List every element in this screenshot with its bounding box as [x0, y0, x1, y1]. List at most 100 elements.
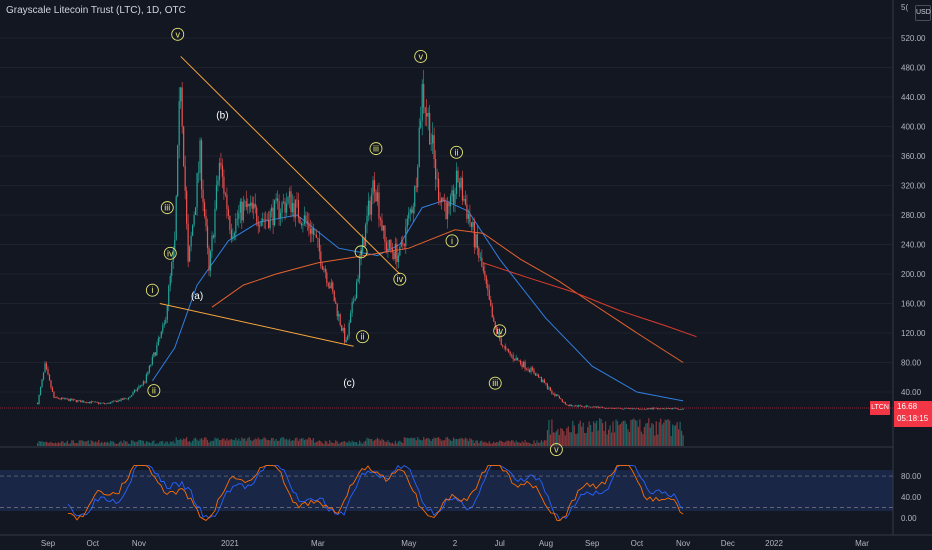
candle-body [385, 242, 388, 251]
candle-body [673, 408, 675, 409]
volume-bar [491, 443, 493, 446]
volume-bar [306, 439, 309, 446]
candle-body [478, 248, 480, 258]
candle-body [502, 345, 504, 347]
candle-body [196, 173, 198, 208]
candle-body [208, 247, 210, 271]
volume-bar [390, 443, 392, 446]
volume-bar [649, 427, 651, 446]
candle-body [139, 385, 142, 387]
price-axis[interactable]: 520.00 480.00 440.00 400.00 360.00 320.00 280.… [901, 3, 926, 397]
volume-bar [460, 437, 462, 446]
volume-bar [205, 437, 207, 446]
volume-bar [464, 437, 467, 446]
candle-body [141, 384, 143, 386]
volume-bar [248, 437, 250, 446]
corrective-wave-label: (a) [191, 291, 203, 302]
candle-body [649, 408, 651, 410]
candle-body [63, 398, 65, 399]
volume-bar [168, 443, 170, 446]
volume-bar [666, 419, 668, 446]
candle-body [102, 402, 104, 404]
volume-bar [332, 442, 334, 446]
candle-body [254, 203, 256, 208]
volume-bar [670, 435, 672, 446]
volume-bar [573, 425, 575, 446]
candle-body [436, 178, 438, 180]
volume-bar [655, 421, 657, 446]
candle-body [159, 337, 161, 339]
volume-bar [384, 441, 386, 446]
volume-bar [603, 430, 605, 446]
volume-bar [83, 441, 85, 446]
volume-bar [669, 420, 671, 446]
volume-bar [159, 441, 161, 446]
volume-bar [293, 440, 295, 446]
candle-body [449, 196, 452, 207]
volume-bar [112, 441, 115, 446]
candle-body [648, 408, 650, 410]
volume-bar [375, 439, 377, 446]
candle-body [384, 225, 386, 243]
volume-bar [548, 419, 550, 446]
volume-bar [147, 441, 149, 446]
volume-bar [502, 441, 504, 446]
volume-bar [494, 442, 496, 446]
volume-bar [452, 437, 455, 446]
volume-bar [660, 418, 662, 446]
candle-body [499, 332, 501, 339]
candle-body [670, 408, 672, 410]
corrective-wave-label: (c) [343, 378, 355, 389]
volume-bar [81, 440, 83, 446]
volume-bar [48, 442, 51, 446]
volume-bar [575, 434, 577, 446]
candle-body [432, 135, 434, 144]
volume-bar [482, 442, 484, 446]
volume-bar [154, 443, 156, 446]
volume-bar [610, 432, 613, 446]
volume-bar [663, 422, 665, 446]
moving-averages [151, 199, 697, 402]
candle-body [633, 408, 635, 410]
volume-bar [199, 439, 201, 446]
candle-body [555, 394, 557, 396]
currency-button[interactable]: USD [915, 5, 931, 21]
volume-bar [132, 440, 134, 446]
candle-body [215, 185, 218, 209]
volume-bar [521, 441, 523, 446]
candle-body [199, 140, 201, 173]
volume-bar [622, 420, 625, 446]
candle-body [390, 239, 392, 249]
time-axis[interactable]: Sep Oct Nov 2021 Mar May 2 Jul Aug Sep Oct Nov Dec 20… [41, 539, 869, 548]
volume-bar [59, 443, 61, 446]
candle-body [564, 402, 566, 405]
volume-bar [214, 437, 216, 446]
candle-body [484, 271, 486, 277]
candle-body [578, 405, 580, 407]
candle-body [600, 406, 602, 408]
volume-bar [285, 438, 288, 446]
volume-bar [549, 434, 552, 446]
volume-bar [512, 440, 514, 446]
candle-body [539, 377, 541, 378]
volume-bar [266, 439, 268, 446]
volume-bar [361, 443, 364, 446]
candle-body [144, 381, 146, 383]
candle-body [530, 367, 532, 373]
price-tick-label: 120.00 [901, 329, 926, 338]
volume-bar [397, 441, 399, 446]
volume-bar [288, 438, 291, 446]
volume-bar [212, 440, 215, 446]
candle-body [622, 408, 625, 410]
price-tick-label: 80.00 [901, 359, 922, 368]
volume-bar [56, 443, 58, 446]
candle-body [324, 268, 326, 273]
candle-body [454, 193, 456, 204]
candle-body [42, 372, 45, 380]
volume-bar [461, 438, 464, 446]
candle-body [129, 396, 131, 398]
volume-bar [417, 437, 419, 446]
wave-label-circle [414, 49, 428, 63]
volume-bar [183, 438, 185, 446]
